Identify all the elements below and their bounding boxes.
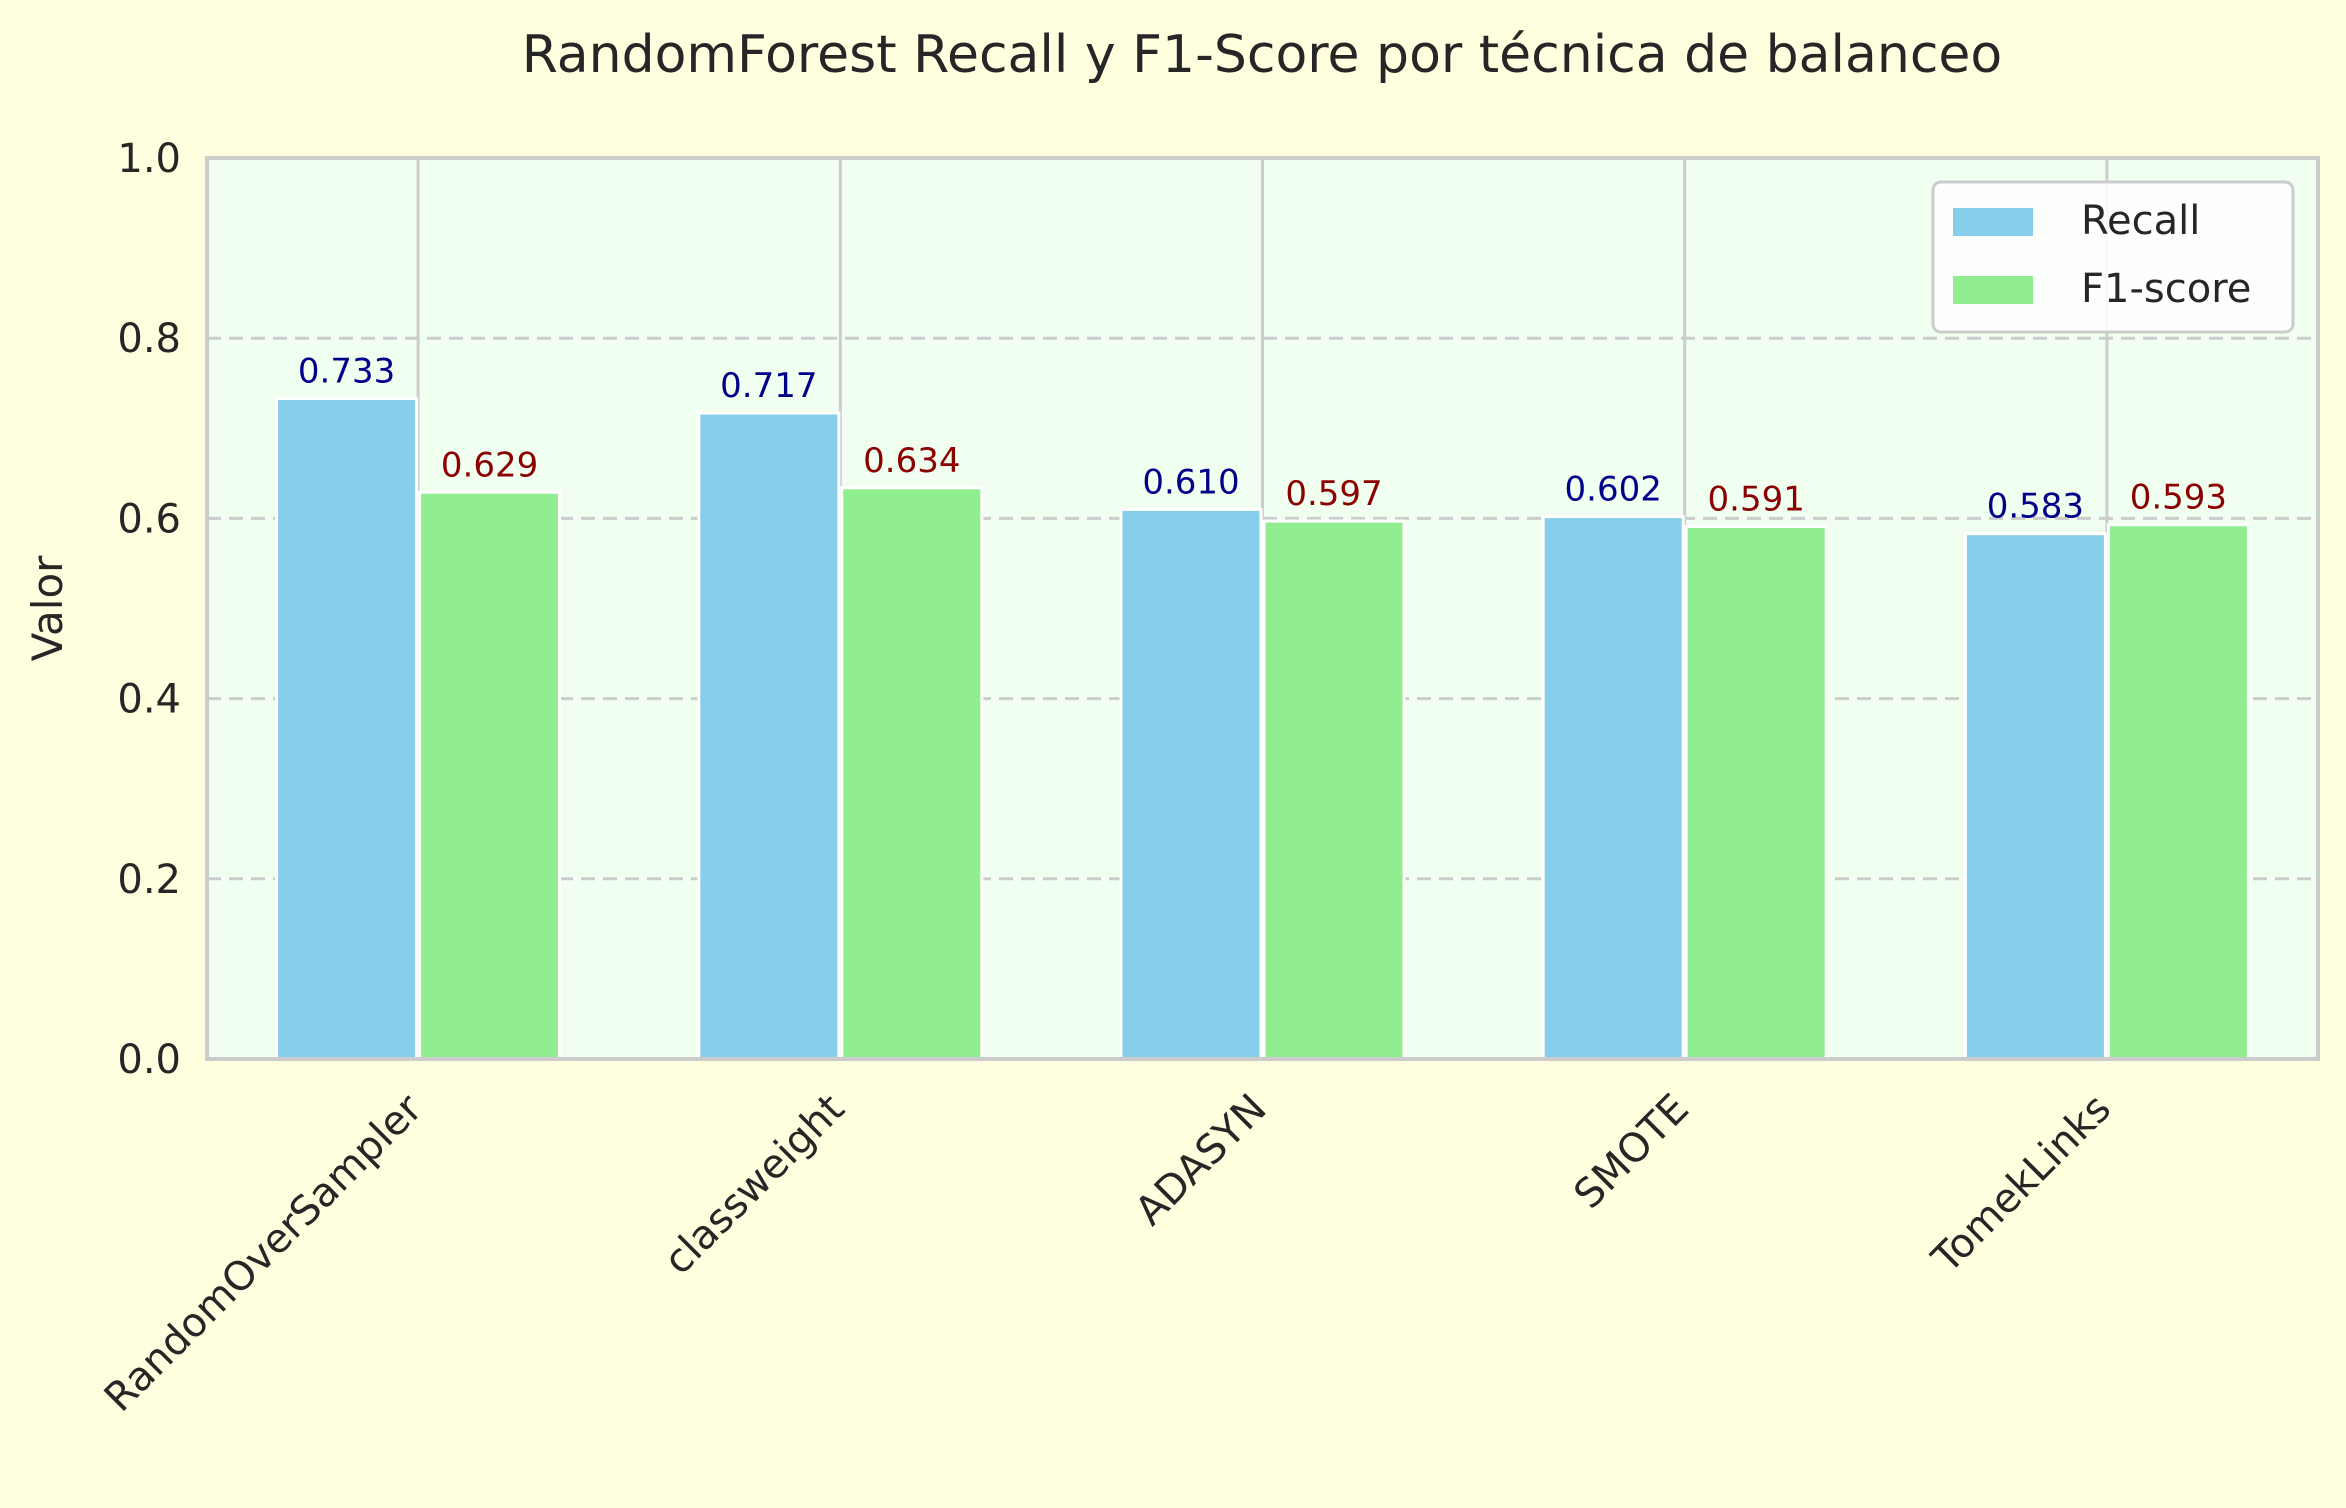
data-label: 0.634 — [863, 441, 960, 481]
y-tick-label: 0.4 — [117, 677, 181, 723]
bar-recall — [697, 411, 841, 1061]
bar-recall — [1119, 507, 1263, 1061]
y-tick-label: 0.8 — [117, 316, 181, 362]
data-label: 0.597 — [1285, 474, 1382, 514]
y-tick-label: 0.6 — [117, 496, 181, 542]
data-label: 0.629 — [441, 445, 538, 485]
bar-recall — [1963, 532, 2107, 1061]
data-label: 0.593 — [2130, 478, 2227, 518]
bar-f1-score — [840, 486, 984, 1061]
legend-swatch — [1953, 208, 2033, 236]
bar-f1-score — [2106, 523, 2250, 1061]
y-axis-ticks: 0.0 0.2 0.4 0.6 0.8 1.0 — [117, 136, 181, 1083]
bar-f1-score — [418, 490, 562, 1061]
legend-swatch — [1953, 276, 2033, 304]
bar-f1-score — [1684, 525, 1828, 1061]
bar-f1-score — [1262, 519, 1406, 1061]
plot-frame — [205, 156, 2320, 1061]
data-label: 0.733 — [298, 352, 395, 392]
x-tick-label: classweight — [655, 1086, 853, 1284]
data-label: 0.591 — [1708, 480, 1805, 520]
bar-recall — [275, 397, 419, 1061]
data-label: 0.583 — [1987, 487, 2084, 527]
bar-recall — [1541, 515, 1685, 1061]
y-tick-label: 0.0 — [117, 1037, 181, 1083]
x-tick-label: RandomOverSampler — [96, 1085, 432, 1421]
x-tick-label: ADASYN — [1127, 1086, 1276, 1235]
data-label: 0.717 — [720, 366, 817, 406]
legend-label: Recall — [2081, 198, 2200, 244]
data-labels: 0.733 0.629 0.717 0.634 0.610 0.597 0.602 0.591… — [298, 352, 2227, 527]
bars — [275, 397, 2250, 1061]
x-tick-label: TomekLinks — [1923, 1086, 2120, 1283]
chart-title: RandomForest Recall y F1-Score por técni… — [522, 25, 2002, 85]
y-tick-label: 0.2 — [117, 857, 181, 903]
data-label: 0.610 — [1142, 462, 1239, 502]
x-tick-label: SMOTE — [1565, 1086, 1697, 1218]
data-label: 0.602 — [1565, 470, 1662, 510]
legend-label: F1-score — [2081, 266, 2251, 312]
x-axis-ticks: RandomOverSampler classweight ADASYN SMOTE T… — [96, 1085, 2120, 1421]
y-axis-label: Valor — [23, 555, 72, 662]
y-tick-label: 1.0 — [117, 136, 181, 182]
legend: Recall F1-score — [1931, 180, 2295, 334]
